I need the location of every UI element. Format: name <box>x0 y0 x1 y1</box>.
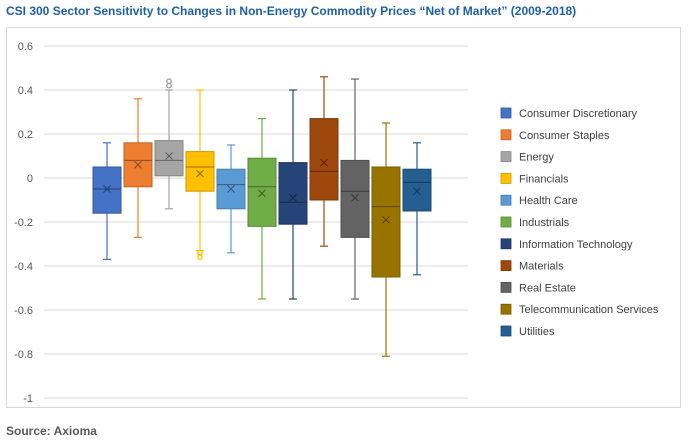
box <box>247 157 277 227</box>
outlier-point <box>197 254 203 261</box>
legend-swatch <box>500 129 512 141</box>
y-tick-label: 0.4 <box>18 85 33 97</box>
legend-swatch <box>500 216 512 228</box>
y-tick-label: 0.6 <box>18 41 33 53</box>
legend-label: Telecommunication Services <box>519 304 659 316</box>
mean-marker <box>413 187 421 196</box>
legend-label: Utilities <box>519 326 555 338</box>
legend-label: Energy <box>519 152 554 164</box>
mean-marker <box>134 160 142 169</box>
y-tick-label: -1 <box>23 393 33 405</box>
mean-marker <box>258 189 266 198</box>
legend-label: Health Care <box>519 195 578 207</box>
box <box>402 168 432 212</box>
legend-swatch <box>500 260 512 272</box>
legend-label: Consumer Discretionary <box>519 108 637 120</box>
box <box>309 118 339 201</box>
legend-swatch <box>500 172 512 184</box>
legend-label: Financials <box>519 173 569 185</box>
mean-marker <box>289 193 297 202</box>
box <box>92 166 122 214</box>
box <box>185 151 215 192</box>
mean-marker <box>227 185 235 193</box>
y-tick-label: -0.6 <box>14 305 33 317</box>
legend-swatch <box>500 238 512 250</box>
mean-marker <box>351 193 359 202</box>
legend-swatch <box>500 325 512 337</box>
outlier-point <box>166 78 172 85</box>
chart-title: CSI 300 Sector Sensitivity to Changes in… <box>6 4 577 18</box>
mean-marker <box>165 152 173 160</box>
legend-swatch <box>500 107 512 119</box>
legend-swatch <box>500 151 512 163</box>
y-tick-label: -0.8 <box>14 349 33 361</box>
box <box>154 140 184 177</box>
mean-marker <box>320 158 328 167</box>
legend-label: Consumer Staples <box>519 130 610 142</box>
y-tick-label: 0 <box>27 173 33 185</box>
legend-label: Information Technology <box>519 239 633 251</box>
legend-label: Real Estate <box>519 282 576 294</box>
mean-marker <box>196 169 204 178</box>
legend-swatch <box>500 194 512 206</box>
source-note: Source: Axioma <box>6 424 97 438</box>
mean-marker <box>103 185 111 193</box>
legend-swatch <box>500 281 512 293</box>
box <box>340 159 370 238</box>
box <box>278 162 308 225</box>
legend-label: Industrials <box>519 217 570 229</box>
y-tick-label: -0.4 <box>14 261 33 273</box>
legend-label: Materials <box>519 261 564 273</box>
y-tick-label: -0.2 <box>14 217 33 229</box>
box <box>371 166 401 278</box>
y-tick-label: 0.2 <box>18 129 33 141</box>
mean-marker <box>382 215 390 224</box>
legend-swatch <box>500 303 512 315</box>
